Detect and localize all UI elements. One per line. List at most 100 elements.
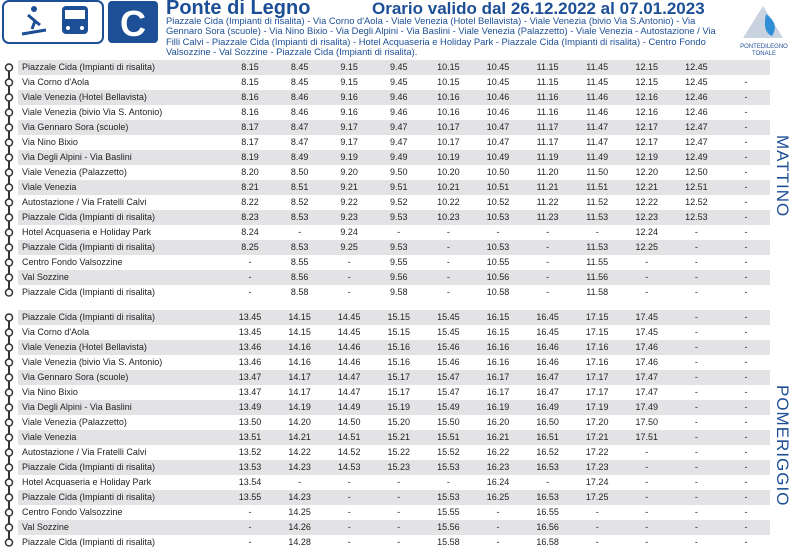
time-cell: 14.16 xyxy=(288,342,311,352)
time-cell: 12.22 xyxy=(635,197,659,207)
time-cell: 8.16 xyxy=(241,107,259,117)
time-cell: 17.17 xyxy=(585,372,609,382)
time-cell: 11.22 xyxy=(536,197,559,207)
time-cell: 10.46 xyxy=(486,107,510,117)
time-cell: - xyxy=(744,167,748,177)
rail-node xyxy=(4,93,14,102)
timetable-row: Piazzale Cida (Impianti di risalita) 13.4… xyxy=(18,310,770,325)
time-cell: 11.46 xyxy=(586,92,609,102)
time-cell: 16.47 xyxy=(536,372,559,382)
time-cell: 8.22 xyxy=(241,197,259,207)
time-cell: 17.46 xyxy=(635,342,659,352)
time-cell: 14.23 xyxy=(288,462,311,472)
time-cell: 8.55 xyxy=(290,257,309,267)
stop-name: Via Gennaro Sora (scuole) xyxy=(22,122,129,132)
time-cell: 13.54 xyxy=(238,477,262,487)
stop-name: Centro Fondo Valsozzine xyxy=(22,257,123,267)
route-rail xyxy=(4,63,14,547)
time-cell: - xyxy=(694,462,698,472)
time-cell: 8.17 xyxy=(241,122,259,132)
time-cell: 11.56 xyxy=(586,272,609,282)
time-cell: 14.46 xyxy=(337,342,361,352)
timetable-row: Viale Venezia (Hotel Bellavista) 13.46 14.… xyxy=(18,340,770,355)
time-cell: - xyxy=(744,462,748,472)
time-cell: 9.52 xyxy=(390,197,408,207)
time-cell: - xyxy=(744,417,748,427)
time-cell: 17.20 xyxy=(585,417,609,427)
time-cell: 12.45 xyxy=(685,77,708,87)
time-cell: 9.53 xyxy=(390,242,408,252)
time-cell: - xyxy=(744,77,748,87)
time-cell: 11.16 xyxy=(536,107,559,117)
validity: Orario valido dal 26.12.2022 al 07.01.20… xyxy=(372,0,705,18)
time-cell: 10.21 xyxy=(437,182,460,192)
time-cell: 13.51 xyxy=(238,432,262,442)
time-cell: 12.15 xyxy=(635,77,659,87)
time-cell: 10.56 xyxy=(486,272,510,282)
time-cell: 12.47 xyxy=(685,137,708,147)
time-cell: 16.23 xyxy=(486,462,510,472)
time-cell: - xyxy=(694,432,698,442)
time-cell: 9.46 xyxy=(390,92,408,102)
time-cell: 8.46 xyxy=(290,92,309,102)
time-cell: - xyxy=(397,507,401,517)
time-cell: 15.51 xyxy=(437,432,460,442)
stop-name: Viale Venezia (Palazzetto) xyxy=(22,417,127,427)
time-cell: 15.53 xyxy=(437,492,460,502)
time-cell: - xyxy=(744,372,748,382)
time-cell: 8.19 xyxy=(241,152,259,162)
stop-name: Val Sozzine xyxy=(22,272,69,282)
time-cell: 8.49 xyxy=(290,152,309,162)
time-cell: 16.24 xyxy=(486,477,510,487)
time-cell: 9.17 xyxy=(340,122,358,132)
rail-node xyxy=(4,388,14,397)
time-cell: 15.52 xyxy=(437,447,460,457)
time-cell: - xyxy=(744,477,748,487)
time-cell: 13.52 xyxy=(238,447,262,457)
stop-name: Viale Venezia (Palazzetto) xyxy=(22,167,127,177)
time-cell: 14.52 xyxy=(337,447,361,457)
time-cell: 12.51 xyxy=(685,182,708,192)
time-cell: 10.16 xyxy=(437,92,460,102)
rail-node xyxy=(4,63,14,72)
timetable-row: Val Sozzine - 14.26 - - 15.56 - 16.56 - - - - xyxy=(18,520,770,535)
time-cell: 11.19 xyxy=(536,152,559,162)
timetable-row: Via Nino Bixio 13.47 14.17 14.47 15.17 15.47 1… xyxy=(18,385,770,400)
time-cell: 15.17 xyxy=(387,372,411,382)
time-cell: 15.58 xyxy=(437,537,460,547)
time-cell: 17.19 xyxy=(585,402,609,412)
time-cell: 17.23 xyxy=(585,462,609,472)
time-cell: 16.17 xyxy=(486,387,510,397)
time-cell: - xyxy=(744,342,748,352)
time-cell: 16.58 xyxy=(536,537,559,547)
time-cell: - xyxy=(744,327,748,337)
line-letter: C xyxy=(120,3,146,44)
stop-name: Viale Venezia xyxy=(22,432,77,442)
time-cell: - xyxy=(347,537,351,547)
time-cell: 14.23 xyxy=(288,492,311,502)
stop-name: Autostazione / Via Fratelli Calvi xyxy=(22,197,147,207)
time-cell: - xyxy=(694,287,698,297)
time-cell: - xyxy=(744,507,748,517)
time-cell: - xyxy=(397,537,401,547)
time-cell: - xyxy=(744,447,748,457)
time-cell: 17.15 xyxy=(585,327,609,337)
time-cell: 15.16 xyxy=(387,357,411,367)
time-cell: - xyxy=(248,272,252,282)
time-cell: 11.45 xyxy=(586,77,609,87)
rail-node xyxy=(4,168,14,177)
time-cell: 9.15 xyxy=(340,62,358,72)
time-cell: - xyxy=(694,537,698,547)
rail-node xyxy=(4,288,14,297)
time-cell: - xyxy=(298,227,302,237)
time-cell: 9.24 xyxy=(340,227,358,237)
time-cell: - xyxy=(694,372,698,382)
time-cell: - xyxy=(595,537,599,547)
time-cell: - xyxy=(744,257,748,267)
timetable-row: Piazzale Cida (Impianti di risalita) 13.5… xyxy=(18,460,770,475)
time-cell: - xyxy=(645,272,649,282)
time-cell: - xyxy=(496,522,500,532)
time-cell: 15.45 xyxy=(437,312,460,322)
time-cell: - xyxy=(744,492,748,502)
time-cell: 8.53 xyxy=(290,242,309,252)
